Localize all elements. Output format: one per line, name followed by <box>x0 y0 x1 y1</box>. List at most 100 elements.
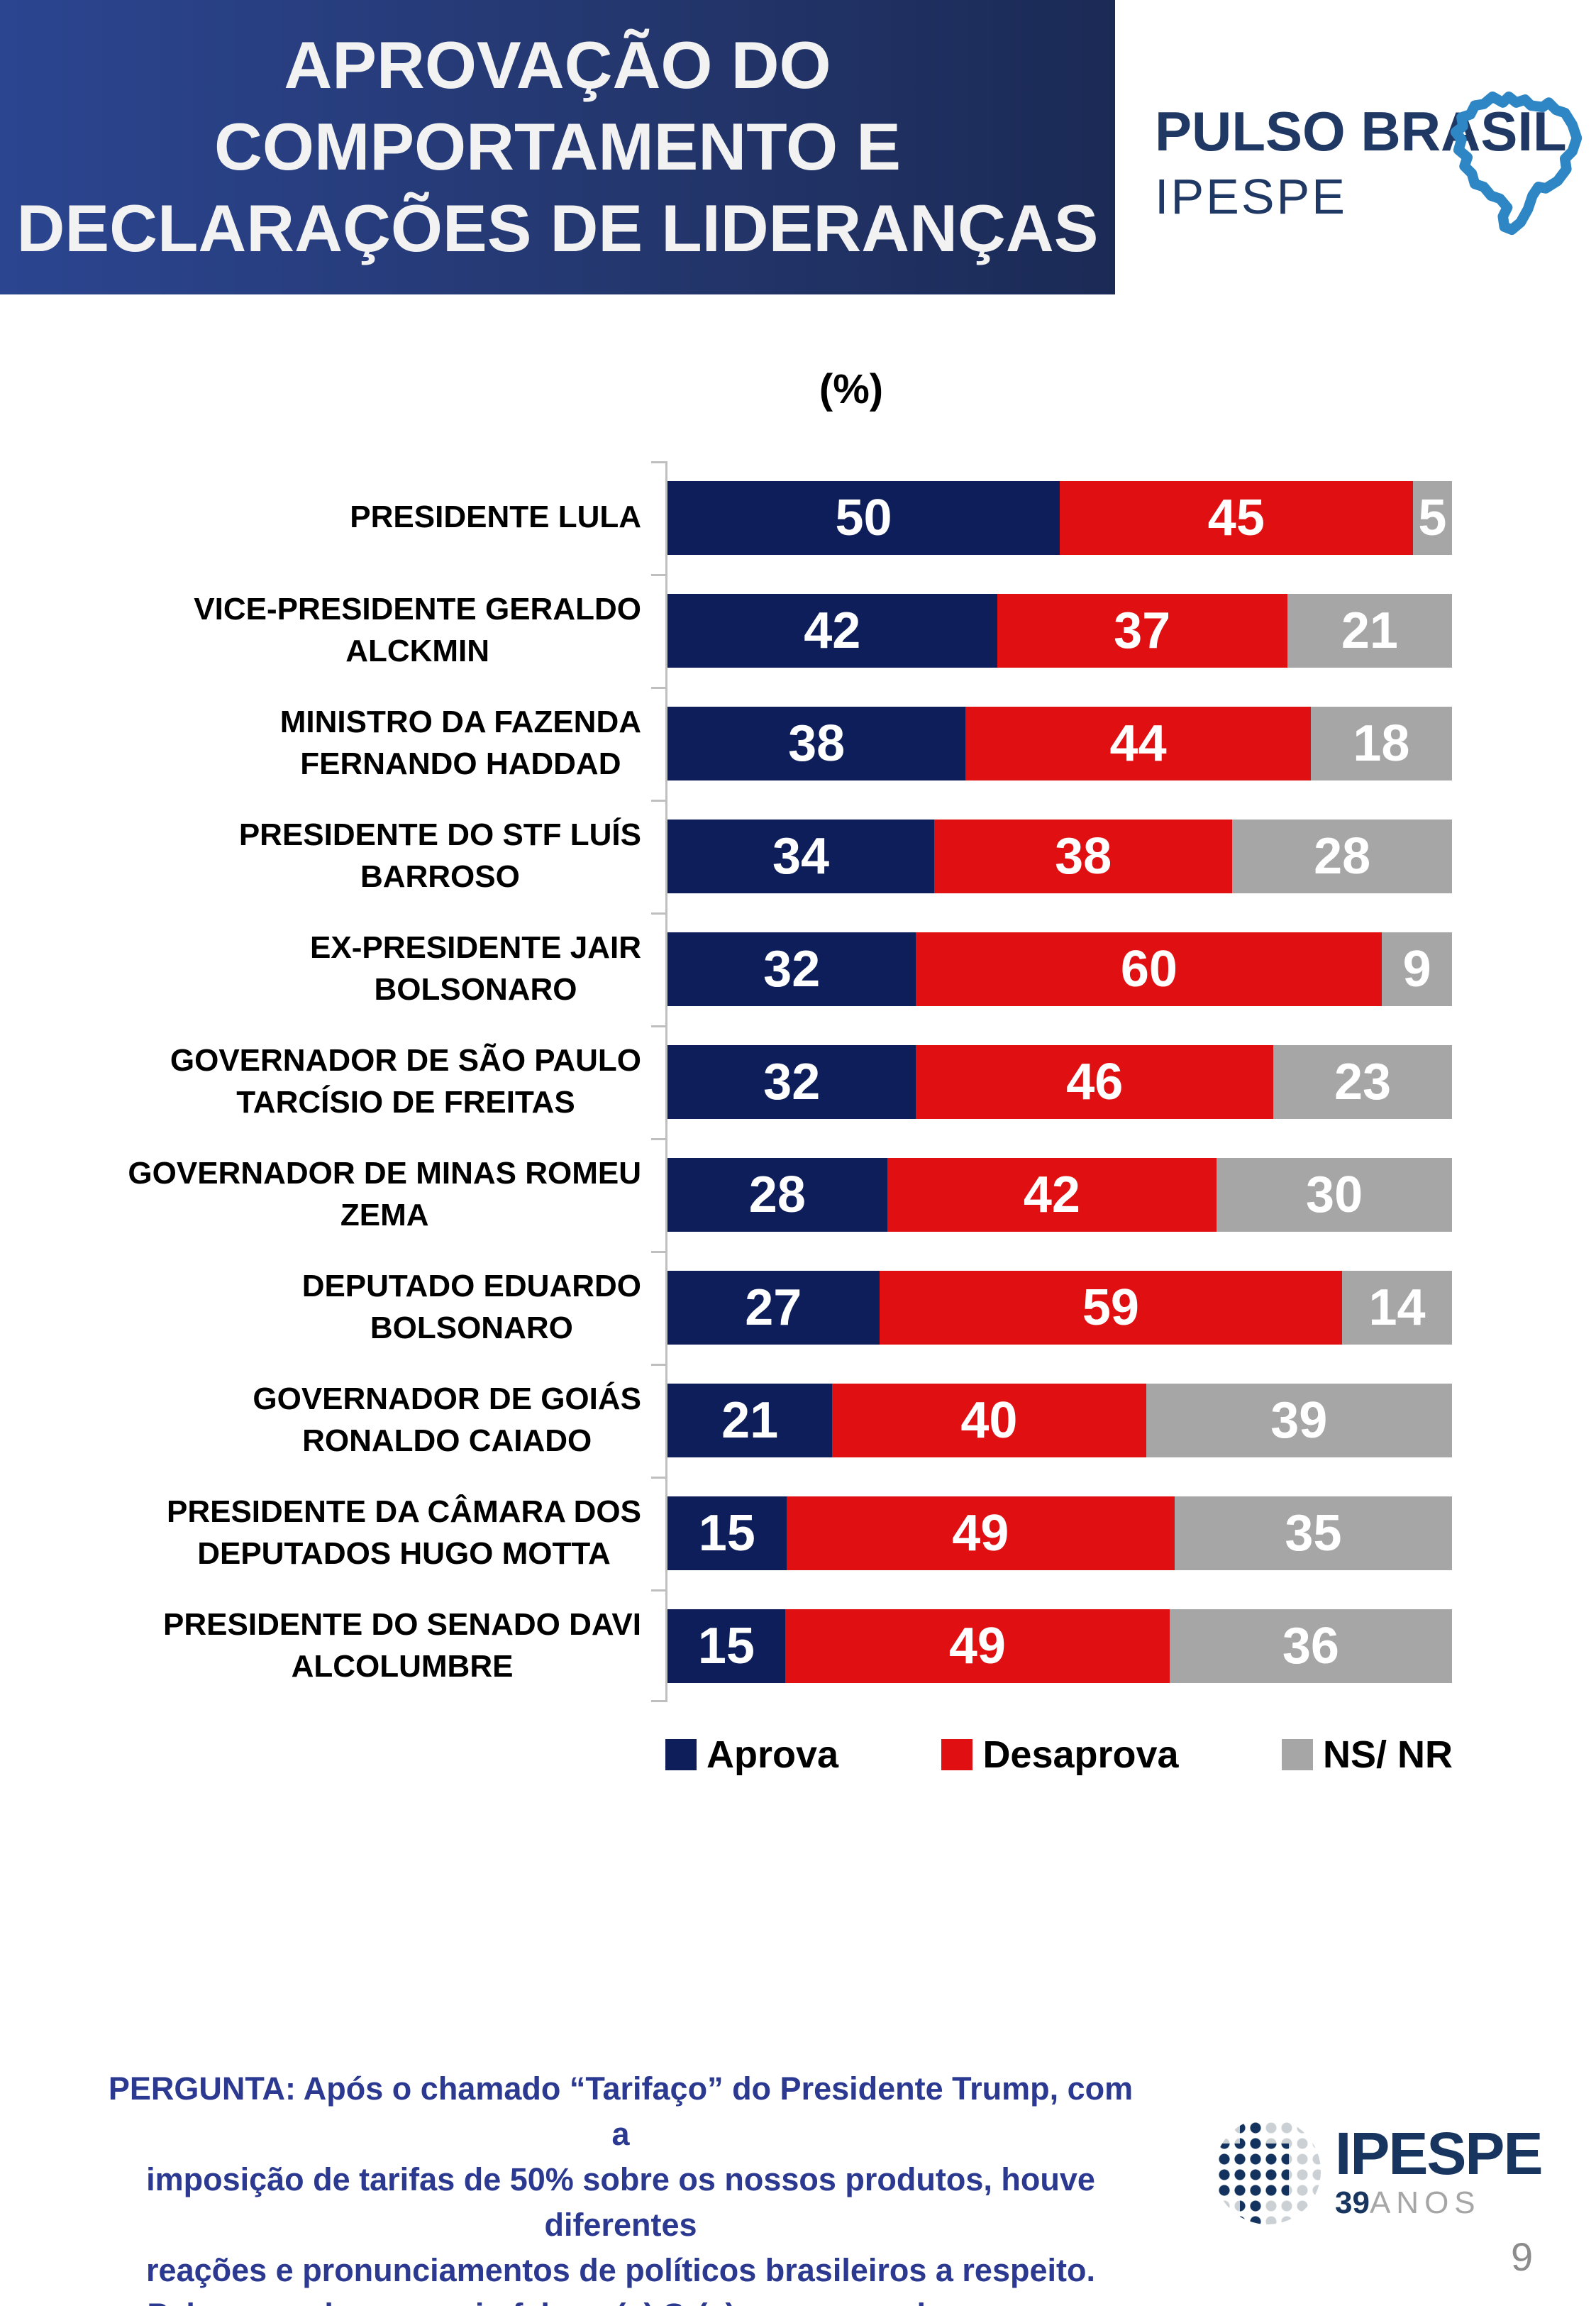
chart-rows: PRESIDENTE LULA 50 45 5 VICE-PRESIDENTE GERA… <box>0 461 1596 1702</box>
chart-row: VICE-PRESIDENTE GERALDO ALCKMIN 42 37 21 <box>0 574 1596 687</box>
category-label: PRESIDENTE DO STF LUÍS BARROSO <box>238 817 641 894</box>
category-label: GOVERNADOR DE MINAS ROMEU ZEMA <box>128 1156 641 1232</box>
bar-value-label: 49 <box>952 1504 1009 1562</box>
category-label: GOVERNADOR DE SÃO PAULO TARCÍSIO DE FREI… <box>170 1043 641 1120</box>
bar-value-label: 27 <box>745 1279 802 1336</box>
bar-segment-aprova: 38 <box>667 706 966 780</box>
stacked-bar-chart: PRESIDENTE LULA 50 45 5 VICE-PRESIDENTE GERA… <box>0 461 1596 1702</box>
bar-value-label: 30 <box>1306 1166 1363 1223</box>
chart-row: DEPUTADO EDUARDO BOLSONARO 27 59 14 <box>0 1251 1596 1364</box>
legend-item-aprova: Aprova <box>665 1733 838 1777</box>
bar-segment-aprova: 28 <box>667 1157 887 1232</box>
legend-label-desaprova: Desaprova <box>982 1733 1179 1776</box>
bar-value-label: 15 <box>698 1504 755 1562</box>
category-label: EX-PRESIDENTE JAIR BOLSONARO <box>310 930 641 1007</box>
axis-tick <box>651 1477 666 1479</box>
axis-tick <box>651 800 666 802</box>
bar-value-label: 38 <box>788 715 846 772</box>
ipespe-globe-icon <box>1214 2118 1321 2224</box>
bar-track: 28 42 30 <box>667 1157 1452 1232</box>
bar-segment-desaprova: 44 <box>965 706 1311 780</box>
bar-track: 34 38 28 <box>667 819 1452 893</box>
pulso-brasil-logo: PULSO BRASIL IPESPE <box>1155 99 1595 225</box>
axis-tick <box>651 1589 666 1591</box>
ipespe-wordmark: IPESPE 39ANOS <box>1335 2120 1543 2219</box>
bar-track: 42 37 21 <box>667 593 1452 668</box>
chart-row: GOVERNADOR DE GOIÁS RONALDO CAIADO 21 40 39 <box>0 1364 1596 1477</box>
axis-tick <box>651 461 666 463</box>
bar-segment-desaprova: 46 <box>916 1044 1274 1119</box>
chart-row: PRESIDENTE LULA 50 45 5 <box>0 461 1596 574</box>
chart-row: EX-PRESIDENTE JAIR BOLSONARO 32 60 9 <box>0 912 1596 1025</box>
ipespe-name: IPESPE <box>1335 2120 1543 2187</box>
bar-value-label: 21 <box>721 1391 779 1449</box>
legend-label-aprova: Aprova <box>706 1733 839 1776</box>
bar-segment-desaprova: 45 <box>1060 480 1413 555</box>
legend-swatch-aprova <box>665 1739 697 1770</box>
bar-value-label: 42 <box>1023 1166 1080 1223</box>
brand-title: PULSO BRASIL <box>1155 100 1567 162</box>
bar-value-label: 32 <box>763 940 821 998</box>
bar-value-label: 5 <box>1418 489 1447 546</box>
bar-segment-nsnr: 28 <box>1232 819 1452 893</box>
chart-row: PRESIDENTE DA CÂMARA DOS DEPUTADOS HUGO … <box>0 1477 1596 1589</box>
category-label: DEPUTADO EDUARDO BOLSONARO <box>301 1269 641 1345</box>
bar-segment-aprova: 32 <box>667 1044 916 1119</box>
ipespe-years-text: ANOS <box>1369 2185 1481 2220</box>
brazil-map-icon <box>1450 91 1583 236</box>
bar-segment-desaprova: 60 <box>916 932 1382 1006</box>
bar-value-label: 42 <box>804 602 861 659</box>
bar-segment-aprova: 15 <box>667 1609 785 1683</box>
bar-value-label: 46 <box>1066 1053 1124 1110</box>
bar-value-label: 23 <box>1334 1053 1392 1110</box>
chart-row: PRESIDENTE DO SENADO DAVI ALCOLUMBRE 15 49… <box>0 1589 1596 1702</box>
bar-segment-aprova: 15 <box>667 1496 787 1570</box>
chart-row: GOVERNADOR DE MINAS ROMEU ZEMA 28 42 30 <box>0 1138 1596 1251</box>
bar-value-label: 34 <box>772 827 830 885</box>
bar-segment-nsnr: 36 <box>1169 1609 1452 1683</box>
bar-segment-aprova: 42 <box>667 593 997 668</box>
category-label: PRESIDENTE DO SENADO DAVI ALCOLUMBRE <box>163 1607 641 1684</box>
bar-value-label: 50 <box>835 489 892 546</box>
bar-segment-aprova: 21 <box>667 1383 833 1457</box>
bar-value-label: 59 <box>1082 1279 1139 1336</box>
bar-segment-nsnr: 5 <box>1412 480 1452 555</box>
bar-value-label: 37 <box>1114 602 1171 659</box>
bar-value-label: 9 <box>1402 940 1431 998</box>
page-number: 9 <box>1511 2234 1534 2279</box>
bar-segment-aprova: 50 <box>667 480 1060 555</box>
bar-track: 32 60 9 <box>667 932 1452 1006</box>
bar-segment-desaprova: 49 <box>785 1609 1170 1683</box>
axis-tick <box>651 1364 666 1366</box>
bar-value-label: 18 <box>1353 715 1410 772</box>
ipespe-logo: IPESPE 39ANOS <box>1214 2118 1543 2224</box>
legend-item-desaprova: Desaprova <box>941 1733 1179 1777</box>
bar-segment-desaprova: 37 <box>997 593 1287 668</box>
bar-segment-desaprova: 40 <box>832 1383 1146 1457</box>
ipespe-years: 39ANOS <box>1335 2188 1541 2219</box>
title-banner: APROVAÇÃO DO COMPORTAMENTO E DECLARAÇÕES… <box>0 0 1115 294</box>
bar-track: 50 45 5 <box>667 480 1452 555</box>
bar-value-label: 36 <box>1282 1617 1339 1675</box>
bar-value-label: 14 <box>1368 1279 1426 1336</box>
bar-segment-desaprova: 42 <box>887 1157 1217 1232</box>
brand-subtitle: IPESPE <box>1155 169 1347 224</box>
bar-segment-desaprova: 59 <box>879 1270 1343 1345</box>
bar-segment-desaprova: 38 <box>934 819 1233 893</box>
category-label: VICE-PRESIDENTE GERALDO ALCKMIN <box>194 592 641 668</box>
legend: Aprova Desaprova NS/ NR <box>665 1733 1453 1777</box>
category-label: PRESIDENTE DA CÂMARA DOS DEPUTADOS HUGO … <box>166 1494 641 1571</box>
bar-segment-nsnr: 9 <box>1382 932 1452 1006</box>
ipespe-years-number: 39 <box>1335 2185 1370 2220</box>
axis-tick <box>651 1251 666 1253</box>
bar-track: 15 49 36 <box>667 1609 1452 1683</box>
bar-value-label: 28 <box>1314 827 1371 885</box>
legend-swatch-desaprova <box>941 1739 973 1770</box>
category-axis-line <box>665 461 667 1702</box>
bar-value-label: 32 <box>763 1053 821 1110</box>
bar-segment-aprova: 34 <box>667 819 935 893</box>
bar-value-label: 21 <box>1341 602 1398 659</box>
bar-segment-nsnr: 30 <box>1217 1157 1452 1232</box>
category-label: PRESIDENTE LULA <box>350 500 641 535</box>
